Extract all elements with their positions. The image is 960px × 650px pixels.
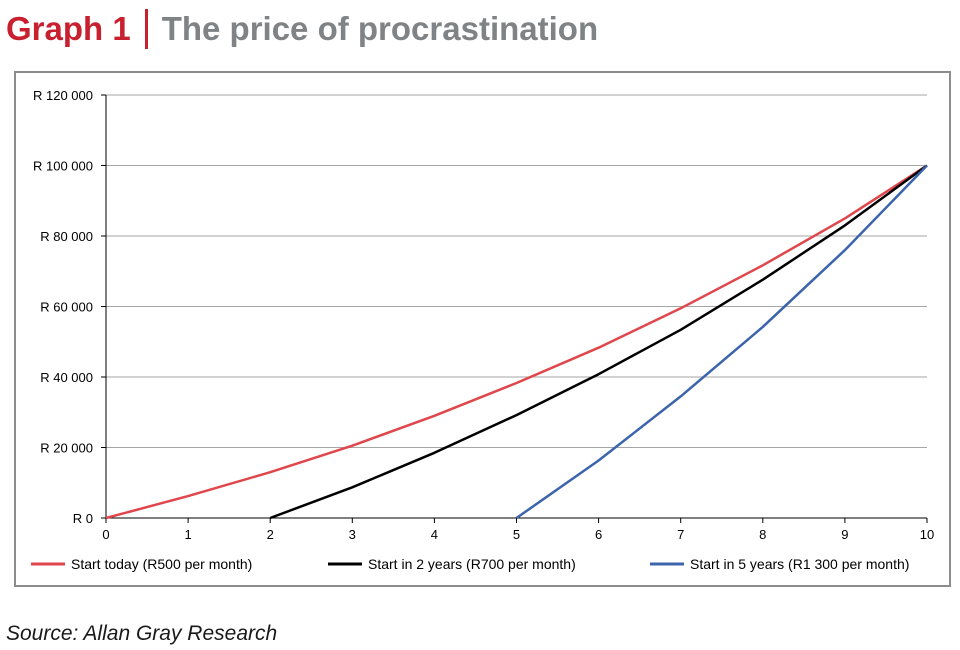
series-line-2 xyxy=(269,164,928,520)
chart-frame xyxy=(14,71,951,587)
x-tick-label: 7 xyxy=(677,527,684,542)
x-tick-label: 0 xyxy=(102,527,109,542)
x-tick-label: 8 xyxy=(759,527,766,542)
legend-label-3: Start in 5 years (R1 300 per month) xyxy=(690,556,909,572)
series-line-1 xyxy=(105,164,928,520)
x-tick-label: 9 xyxy=(841,527,848,542)
graph-number-label: Graph 1 xyxy=(6,10,131,47)
y-tick-label: R 100 000 xyxy=(33,159,93,174)
x-axis-tick-labels: 0 1 2 3 4 5 6 7 8 9 10 xyxy=(102,527,934,542)
x-tick-label: 1 xyxy=(184,527,191,542)
y-axis-tick-labels: R 0 R 20 000 R 40 000 R 60 000 R 80 000 R 100… xyxy=(33,88,93,526)
y-tick-label: R 60 000 xyxy=(40,300,93,315)
x-tick-label: 4 xyxy=(431,527,438,542)
legend-label-2: Start in 2 years (R700 per month) xyxy=(368,556,576,572)
title-separator xyxy=(144,9,148,49)
x-tick-label: 6 xyxy=(595,527,602,542)
y-tick-label: R 120 000 xyxy=(33,88,93,103)
legend-label-1: Start today (R500 per month) xyxy=(71,556,252,572)
y-tick-label: R 40 000 xyxy=(40,370,93,385)
legend: Start today (R500 per month) Start in 2 y… xyxy=(31,556,909,572)
y-tick-label: R 80 000 xyxy=(40,229,93,244)
graph-title: The price of procrastination xyxy=(161,10,599,47)
series-line-3 xyxy=(515,164,928,520)
y-tick-label: R 0 xyxy=(73,511,93,526)
chart-heading: Graph 1 The price of procrastination xyxy=(6,6,598,52)
x-tick-label: 2 xyxy=(267,527,274,542)
x-tick-label: 3 xyxy=(349,527,356,542)
axes xyxy=(101,94,928,523)
x-tick-label: 10 xyxy=(920,527,934,542)
y-tick-label: R 20 000 xyxy=(40,441,93,456)
grid-lines xyxy=(106,94,927,448)
source-note: Source: Allan Gray Research xyxy=(6,622,278,645)
series-lines xyxy=(105,164,928,520)
x-tick-label: 5 xyxy=(513,527,520,542)
